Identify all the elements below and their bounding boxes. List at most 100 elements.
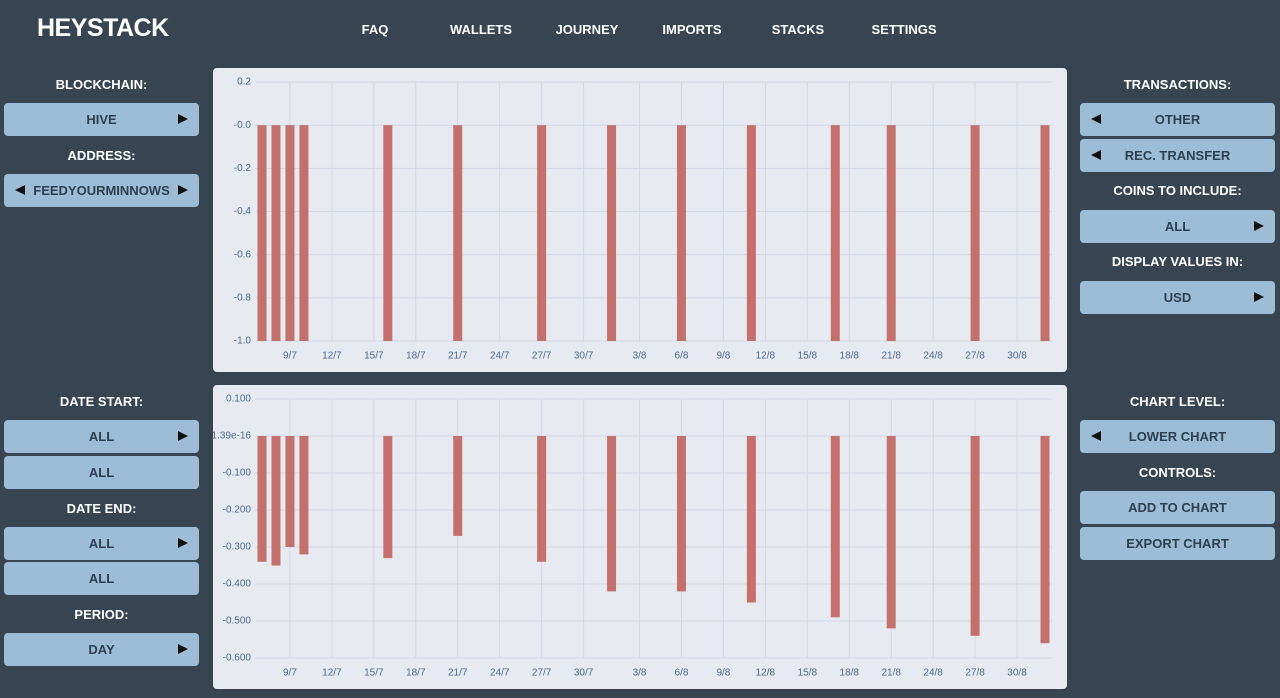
label: CHART LEVEL: <box>1129 394 1226 409</box>
button[interactable]: ALL <box>4 456 199 489</box>
bar <box>886 125 896 341</box>
x-tick-label: 24/8 <box>923 668 943 679</box>
nav-link[interactable]: FAQ <box>361 22 389 37</box>
button-text: ADD TO CHART <box>1128 500 1227 515</box>
x-tick-label: 6/8 <box>675 668 689 679</box>
bar <box>537 125 547 341</box>
arrow <box>178 185 188 195</box>
bar <box>970 436 980 636</box>
x-tick-label: 15/7 <box>364 668 384 679</box>
nav-link[interactable]: IMPORTS <box>662 22 722 37</box>
x-tick-label: 21/8 <box>881 351 901 362</box>
button[interactable]: EXPORT CHART <box>1080 527 1275 560</box>
button-text: USD <box>1163 290 1192 305</box>
x-tick-label: 21/7 <box>448 668 468 679</box>
bar <box>746 436 756 603</box>
x-tick-label: 12/7 <box>322 351 342 362</box>
button-text: OTHER <box>1154 112 1201 127</box>
y-tick-label: 0.100 <box>226 394 251 405</box>
bar <box>271 436 281 566</box>
x-tick-label: 12/8 <box>756 351 776 362</box>
bar <box>383 436 393 559</box>
arrow <box>178 114 188 124</box>
arrow <box>178 538 188 548</box>
arrow <box>1254 221 1264 231</box>
bar <box>299 436 309 555</box>
bar <box>676 125 686 341</box>
x-tick-label: 30/8 <box>1007 668 1027 679</box>
button[interactable]: OTHER <box>1080 103 1275 136</box>
button-text: REC. TRANSFER <box>1124 148 1231 163</box>
nav-link[interactable]: SETTINGS <box>871 22 937 37</box>
x-tick-label: 24/7 <box>490 668 510 679</box>
x-tick-label: 21/8 <box>881 668 901 679</box>
bar <box>830 125 840 341</box>
label: TRANSACTIONS: <box>1123 77 1232 92</box>
x-tick-label: 27/7 <box>532 351 552 362</box>
x-tick-label: 9/8 <box>716 668 730 679</box>
button-text: ALL <box>88 465 115 480</box>
button-text: LOWER CHART <box>1128 429 1227 444</box>
y-tick-label: -0.8 <box>234 292 252 303</box>
button[interactable]: ALL <box>1080 210 1275 243</box>
button[interactable]: REC. TRANSFER <box>1080 139 1275 172</box>
label: DATE END: <box>66 501 137 516</box>
x-tick-label: 24/7 <box>490 351 510 362</box>
button[interactable]: ALL <box>4 420 199 453</box>
button[interactable]: ALL <box>4 527 199 560</box>
x-tick-label: 18/8 <box>840 351 860 362</box>
button-text: ALL <box>1164 219 1191 234</box>
button-text: ALL <box>88 536 115 551</box>
bar <box>453 125 463 341</box>
x-tick-label: 6/8 <box>675 351 689 362</box>
x-tick-label: 27/7 <box>532 668 552 679</box>
x-tick-label: 24/8 <box>923 351 943 362</box>
x-tick-label: 9/8 <box>716 351 730 362</box>
x-tick-label: 30/7 <box>574 668 594 679</box>
bar <box>676 436 686 592</box>
y-tick-label: -0.300 <box>223 542 252 553</box>
arrow <box>1091 114 1101 124</box>
x-tick-label: 30/8 <box>1007 351 1027 362</box>
bar <box>1040 125 1050 341</box>
lower-chart: 0.100 1.39e-16 -0.100 -0.200 -0.300 -0.400 -0.… <box>213 385 1067 689</box>
x-tick-label: 15/8 <box>798 351 818 362</box>
x-tick-label: 12/8 <box>756 668 776 679</box>
y-tick-label: 0.2 <box>237 77 251 88</box>
bar <box>257 436 267 562</box>
app-title[interactable]: HEYSTACK <box>37 14 169 42</box>
arrow <box>1254 292 1264 302</box>
bar <box>271 125 281 341</box>
arrow <box>178 431 188 441</box>
x-tick-label: 18/7 <box>406 351 426 362</box>
button-text: ALL <box>88 429 115 444</box>
x-tick-label: 18/7 <box>406 668 426 679</box>
x-tick-label: 18/8 <box>840 668 860 679</box>
bar <box>383 125 393 341</box>
nav-link[interactable]: WALLETS <box>449 22 513 37</box>
x-tick-label: 9/7 <box>283 668 297 679</box>
x-tick-label: 27/8 <box>965 668 985 679</box>
bar <box>830 436 840 618</box>
x-tick-label: 9/7 <box>283 351 297 362</box>
bar <box>970 125 980 341</box>
y-tick-label: -0.100 <box>223 468 252 479</box>
button[interactable]: ALL <box>4 562 199 595</box>
x-tick-label: 21/7 <box>448 351 468 362</box>
button[interactable]: FEEDYOURMINNOWS <box>4 174 199 207</box>
nav-link[interactable]: STACKS <box>771 22 825 37</box>
nav-link[interactable]: JOURNEY <box>555 22 619 37</box>
arrow <box>1091 431 1101 441</box>
x-tick-label: 3/8 <box>633 351 647 362</box>
button[interactable]: DAY <box>4 633 199 666</box>
y-tick-label: -0.6 <box>234 249 252 260</box>
button[interactable]: LOWER CHART <box>1080 420 1275 453</box>
x-tick-label: 27/8 <box>965 351 985 362</box>
button[interactable]: HIVE <box>4 103 199 136</box>
arrow <box>1091 150 1101 160</box>
x-tick-label: 30/7 <box>574 351 594 362</box>
button[interactable]: ADD TO CHART <box>1080 491 1275 524</box>
bar <box>257 125 267 341</box>
bar <box>886 436 896 629</box>
button[interactable]: USD <box>1080 281 1275 314</box>
